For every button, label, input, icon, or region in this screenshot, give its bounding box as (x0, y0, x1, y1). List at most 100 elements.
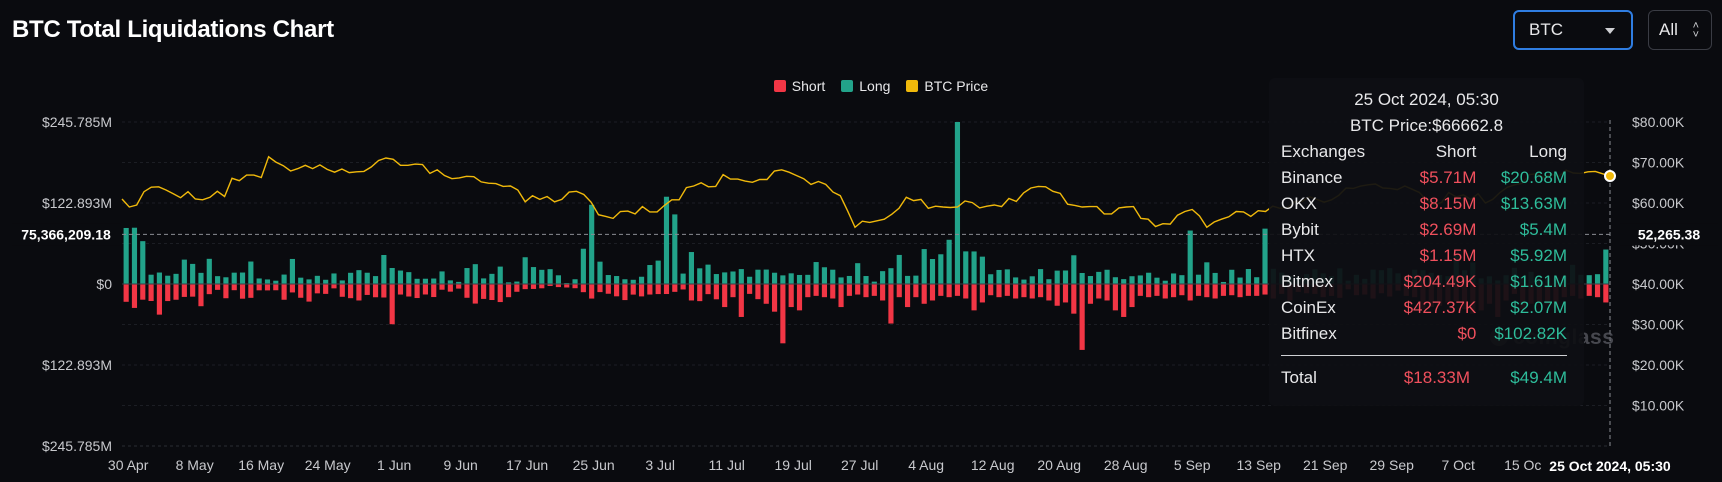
long-bar (780, 275, 786, 284)
long-bar (921, 249, 927, 284)
long-bar (156, 272, 162, 284)
short-bar (597, 284, 603, 293)
tooltip-long-value: $102.82K (1494, 324, 1567, 343)
short-bar (647, 284, 653, 295)
short-bar (314, 284, 320, 294)
long-bar (963, 251, 969, 284)
legend-swatch-long (841, 80, 854, 92)
crosshair-x-label-bg (1541, 454, 1679, 478)
short-bar (1046, 284, 1052, 301)
long-bar (522, 257, 528, 284)
long-bar (1170, 273, 1177, 284)
short-bar (522, 284, 528, 290)
tooltip-col-exchanges: Exchanges (1281, 142, 1366, 161)
x-axis-tick-label: 13 Sep (1237, 457, 1282, 473)
tooltip-exchange-name: CoinEx (1281, 298, 1336, 317)
short-bar (1162, 284, 1168, 299)
short-bar (489, 284, 495, 301)
tooltip-total-short: $18.33M (1403, 368, 1470, 387)
long-bar (904, 275, 911, 284)
short-bar (713, 284, 719, 300)
x-axis-tick-label: 20 Aug (1037, 457, 1081, 473)
tooltip-long-value: $5.4M (1519, 220, 1567, 239)
x-axis-tick-label: 19 Jul (775, 457, 812, 473)
range-select-value: All (1659, 20, 1678, 39)
x-axis-tick-label: 25 Jun (573, 457, 615, 473)
long-bar (239, 272, 246, 284)
long-bar (339, 280, 345, 284)
short-bar (1179, 284, 1185, 296)
chevron-down-icon (1605, 28, 1615, 34)
short-bar (530, 284, 537, 289)
legend-item-short[interactable]: Short (773, 78, 825, 94)
long-bar (165, 275, 171, 284)
x-axis-tick-label: 24 May (305, 457, 351, 473)
short-bar (896, 284, 902, 298)
short-bar (1013, 284, 1019, 299)
tooltip-date: 25 Oct 2024, 05:30 (1354, 90, 1499, 109)
short-bar (730, 284, 736, 298)
short-bar (1004, 284, 1010, 296)
x-axis-tick-label: 7 Oct (1441, 457, 1475, 473)
legend-swatch-price (906, 80, 919, 92)
long-bar (331, 273, 337, 284)
short-bar (514, 284, 520, 292)
short-bar (1137, 284, 1143, 296)
short-bar (323, 284, 329, 294)
y-axis-right-tick-label: $70.00K (1632, 155, 1685, 171)
long-bar (273, 280, 279, 284)
long-bar (830, 269, 836, 284)
short-bar (1062, 284, 1069, 303)
short-bar (663, 284, 670, 295)
tooltip-row-bybit: Bybit $2.69M $5.4M (1281, 217, 1567, 243)
short-bar (472, 284, 478, 304)
short-bar (838, 284, 844, 308)
coin-select[interactable]: BTC (1513, 10, 1633, 50)
short-bar (481, 284, 487, 299)
short-bar (1096, 284, 1102, 299)
long-bar (489, 273, 495, 284)
short-bar (414, 284, 420, 299)
short-bar (1146, 284, 1152, 298)
short-bar (439, 284, 445, 290)
long-bar (223, 277, 229, 284)
x-axis-tick-label: 1 Jun (377, 457, 411, 473)
legend-item-price[interactable]: BTC Price (906, 78, 988, 94)
short-bar (264, 284, 271, 291)
short-bar (1129, 284, 1135, 308)
long-bar (1029, 276, 1035, 284)
long-bar (1062, 270, 1069, 284)
long-bar (672, 214, 678, 284)
tooltip-long-value: $1.61M (1510, 272, 1567, 291)
long-bar (1037, 269, 1044, 284)
short-bar (863, 284, 869, 298)
long-bar (838, 277, 844, 284)
x-axis-tick-label: 30 Apr (108, 457, 149, 473)
short-bar (589, 284, 595, 299)
long-bar (1245, 269, 1251, 284)
legend-item-long[interactable]: Long (841, 78, 890, 94)
short-bar (1586, 284, 1592, 296)
long-bar (1594, 274, 1601, 284)
short-bar (223, 284, 229, 299)
long-bar (1013, 277, 1019, 284)
short-bar (904, 284, 911, 308)
long-bar (1112, 277, 1118, 284)
x-axis-tick-label: 15 Oct (1504, 457, 1545, 473)
x-axis-tick-label: 5 Sep (1174, 457, 1211, 473)
crosshair-right-label-bg (1620, 223, 1718, 246)
short-bar (497, 284, 503, 303)
long-bar (181, 259, 187, 284)
short-bar (705, 284, 711, 295)
tooltip-divider (1281, 355, 1567, 356)
short-bar (888, 284, 894, 324)
long-bar (397, 270, 404, 284)
short-bar (248, 284, 254, 298)
short-bar (1262, 284, 1268, 295)
long-bar (622, 279, 628, 284)
range-select[interactable]: All ˄ ˅ (1648, 10, 1712, 50)
long-bar (1237, 277, 1243, 284)
short-bar (1079, 284, 1085, 350)
short-bar (605, 284, 611, 294)
y-axis-right-tick-label: $30.00K (1632, 317, 1685, 333)
